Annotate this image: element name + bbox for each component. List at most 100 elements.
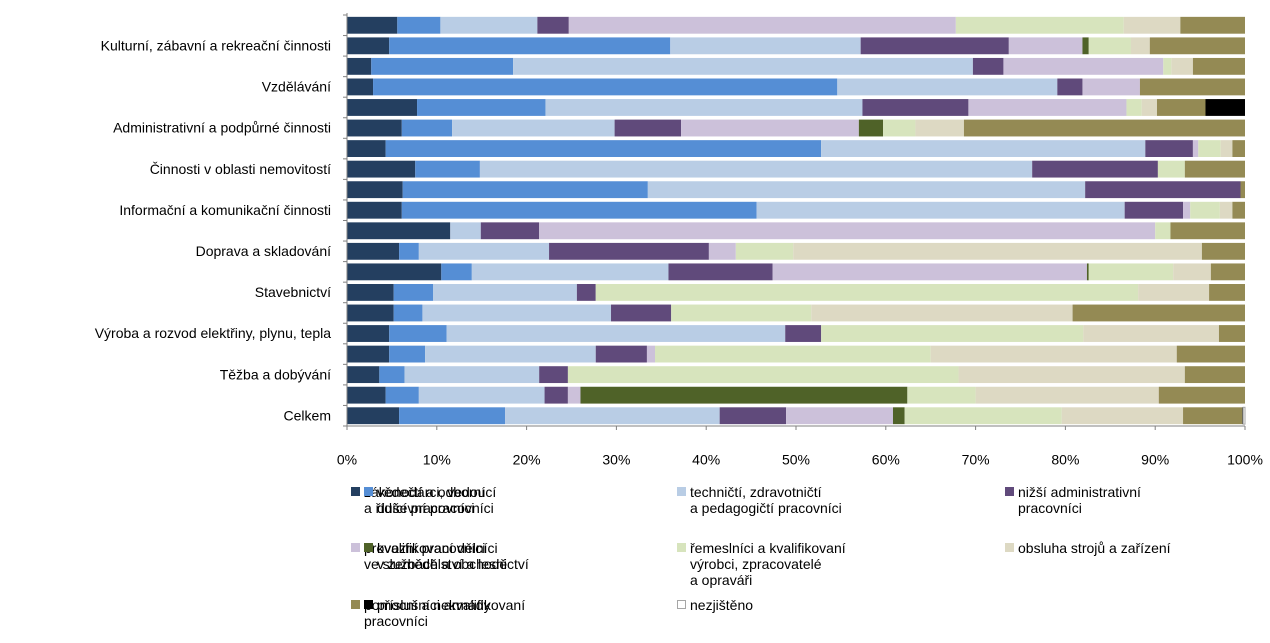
bar-segment	[1184, 366, 1245, 384]
bar-segment	[1141, 99, 1157, 116]
bar-segment	[385, 386, 419, 404]
bar-segment	[930, 345, 1177, 363]
bar-segment	[1219, 201, 1233, 219]
bar-segment	[719, 407, 787, 425]
x-tick-label: 20%	[513, 452, 541, 468]
legend-label: obsluha strojů a zařízení	[1018, 540, 1171, 556]
bar-segment	[963, 119, 1245, 137]
bar-segment	[347, 160, 416, 178]
bar-segment	[480, 222, 540, 240]
bar-segment	[883, 119, 916, 137]
bar-segment	[907, 386, 976, 404]
bar-segment	[399, 407, 506, 425]
bar-segment	[1192, 57, 1245, 75]
bar-segment	[786, 407, 893, 425]
bar-segment	[347, 201, 402, 219]
bar-segment	[1145, 140, 1193, 158]
bar-segment	[708, 242, 736, 260]
bar-segment	[858, 119, 884, 137]
bar-segment	[568, 16, 956, 34]
bar-segment	[595, 283, 1139, 301]
bar-segment	[347, 181, 403, 199]
bar-segment	[1220, 140, 1233, 158]
bar-segment	[415, 160, 480, 178]
bar-segment	[347, 366, 380, 384]
bar-segment	[972, 57, 1004, 75]
legend-item: řemeslníci a kvalifikovaní výrobci, zpra…	[677, 540, 846, 588]
bar-segment	[1184, 160, 1245, 178]
bar-segment	[975, 386, 1159, 404]
bar-segment	[422, 304, 612, 322]
bar-segment	[1082, 78, 1140, 96]
bar-segment	[1232, 140, 1245, 158]
bar-segment	[1157, 160, 1185, 178]
bar-segment	[347, 140, 386, 158]
bar-segment	[955, 16, 1124, 34]
bar-segment	[347, 407, 400, 425]
legend-swatch	[364, 543, 373, 552]
bar-segment	[614, 119, 682, 137]
bar-segment	[371, 57, 514, 75]
y-tick-label: Administrativní a podpůrné činnosti	[113, 120, 331, 136]
bar-segment	[772, 263, 1087, 281]
x-tick-label: 60%	[872, 452, 900, 468]
y-tick-label: Doprava a skladování	[196, 243, 332, 259]
bar-segment	[347, 78, 374, 96]
legend-label: příslušníci armády	[377, 597, 491, 613]
bar-segment	[450, 222, 481, 240]
bar-segment	[580, 386, 908, 404]
bar-segment	[1205, 99, 1245, 116]
legend-swatch	[364, 600, 373, 609]
bar-segment	[793, 242, 1202, 260]
bar-segment	[567, 366, 959, 384]
y-tick-label: Informační a komunikační činnosti	[119, 202, 331, 218]
bar-segment	[821, 140, 1146, 158]
bar-segment	[671, 304, 812, 322]
bar-segment	[389, 325, 447, 342]
legend-label: nezjištěno	[690, 597, 754, 613]
bar-segment	[441, 263, 472, 281]
bar-segment	[1183, 407, 1243, 425]
legend-label: řemeslníci a kvalifikovaní výrobci, zpra…	[690, 540, 846, 588]
bar-segment	[1156, 99, 1206, 116]
legend-swatch	[677, 487, 686, 496]
bar-segment	[1072, 304, 1245, 322]
legend-label: techničtí, zdravotničtí a pedagogičtí pr…	[690, 484, 842, 516]
x-tick-label: 90%	[1141, 452, 1169, 468]
bar-segment	[904, 407, 1062, 425]
bar-segment	[401, 201, 757, 219]
x-tick-label: 80%	[1051, 452, 1079, 468]
bar-segment	[1240, 181, 1245, 199]
bar-segment	[1210, 263, 1245, 281]
bar-segment	[347, 222, 451, 240]
bar-segment	[1032, 160, 1158, 178]
legend-label: nižší administrativní pracovníci	[1018, 484, 1141, 516]
bar-segment	[735, 242, 794, 260]
legend-item: pomocní a nekvalifikovaní pracovníci	[351, 597, 525, 629]
bar-segment	[785, 325, 822, 342]
bar-segment	[433, 283, 577, 301]
bar-segment	[347, 304, 394, 322]
bar-segment	[397, 16, 441, 34]
bar-segment	[1209, 283, 1245, 301]
legend-label: pomocní a nekvalifikovaní pracovníci	[364, 597, 526, 629]
bar-segment	[1138, 283, 1210, 301]
bar-segment	[399, 242, 419, 260]
bar-segment	[681, 119, 859, 137]
bar-segment	[1180, 16, 1245, 34]
legend-item: zákonodárci, vedoucí a řídící pracovníci	[351, 484, 496, 516]
bar-segment	[1085, 181, 1241, 199]
bar-segment	[958, 366, 1185, 384]
legend-item: nižší administrativní pracovníci	[1005, 484, 1141, 516]
legend-item: kvalifikovaní dělníci v zemědělství a le…	[364, 540, 529, 572]
bar-segment	[389, 37, 671, 55]
y-tick-label: Stavebnictví	[255, 284, 331, 300]
bar-segment	[1124, 201, 1184, 219]
bar-segment	[860, 37, 1009, 55]
bar-segment	[418, 386, 545, 404]
bar-segment	[1123, 16, 1181, 34]
bar-segment	[471, 263, 669, 281]
bar-segment	[347, 57, 372, 75]
bar-segment	[446, 325, 786, 342]
